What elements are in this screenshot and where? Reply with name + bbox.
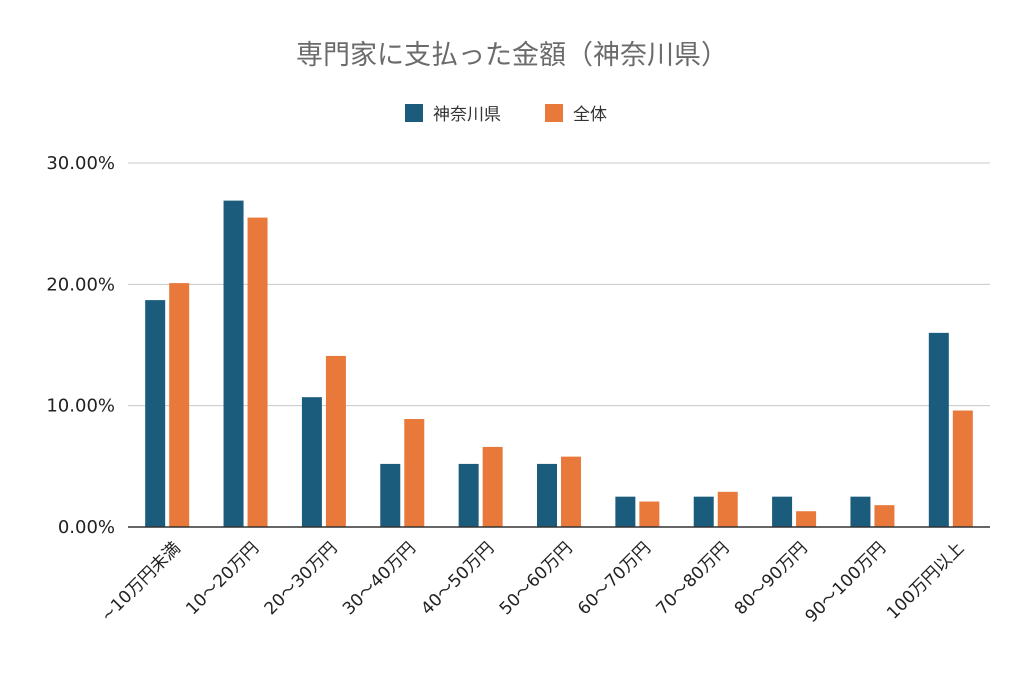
bar-overall — [482, 446, 503, 527]
bar-overall — [561, 456, 581, 527]
x-tick-label: 50～60万円 — [496, 538, 577, 619]
x-tick-label: ~10万円未満 — [97, 538, 185, 626]
y-tick-label: 10.00% — [46, 396, 115, 417]
x-tick-label: 80～90万円 — [731, 538, 812, 619]
bar-overall — [325, 355, 346, 527]
bar-kanagawa — [223, 200, 244, 527]
bar-kanagawa — [928, 332, 949, 527]
legend: 神奈川県 全体 — [405, 104, 607, 125]
x-tick-label: 30～40万円 — [339, 538, 420, 619]
x-tick-label: 90～100万円 — [802, 538, 890, 626]
x-axis-ticks: ~10万円未満10～20万円20～30万円30～40万円40～50万円50～60… — [97, 538, 968, 626]
y-axis-ticks: 0.00% 10.00% 20.00% 30.00% — [46, 153, 115, 538]
bar-kanagawa — [537, 463, 557, 527]
x-tick-label: 20～30万円 — [261, 538, 342, 619]
bars — [145, 200, 973, 527]
bar-kanagawa — [380, 463, 401, 527]
y-tick-label: 30.00% — [46, 153, 115, 174]
y-tick-label: 0.00% — [58, 517, 115, 538]
bar-overall — [639, 501, 660, 527]
y-tick-label: 20.00% — [46, 274, 115, 295]
legend-label: 全体 — [573, 105, 607, 125]
bar-kanagawa — [615, 496, 636, 527]
legend-label: 神奈川県 — [433, 105, 501, 125]
chart-title: 専門家に支払った金額（神奈川県） — [296, 40, 728, 71]
bar-kanagawa — [458, 463, 479, 527]
bar-overall — [874, 505, 895, 527]
x-tick-label: 70～80万円 — [652, 538, 733, 619]
bar-kanagawa — [850, 496, 871, 527]
bar-overall — [247, 217, 268, 527]
bar-overall — [796, 511, 817, 527]
x-tick-label: 40～50万円 — [417, 538, 498, 619]
legend-swatch — [545, 104, 563, 122]
bar-kanagawa — [693, 496, 714, 527]
x-tick-label: 100万円以上 — [883, 538, 968, 623]
gridlines — [128, 162, 990, 407]
bar-kanagawa — [772, 496, 793, 527]
x-tick-label: 10～20万円 — [182, 538, 263, 619]
x-tick-label: 60～70万円 — [574, 538, 655, 619]
bar-overall — [169, 283, 190, 527]
bar-kanagawa — [301, 397, 322, 527]
legend-swatch — [405, 104, 423, 122]
bar-overall — [717, 491, 738, 527]
bar-overall — [952, 410, 973, 527]
bar-kanagawa — [145, 300, 166, 527]
bar-overall — [404, 419, 425, 527]
